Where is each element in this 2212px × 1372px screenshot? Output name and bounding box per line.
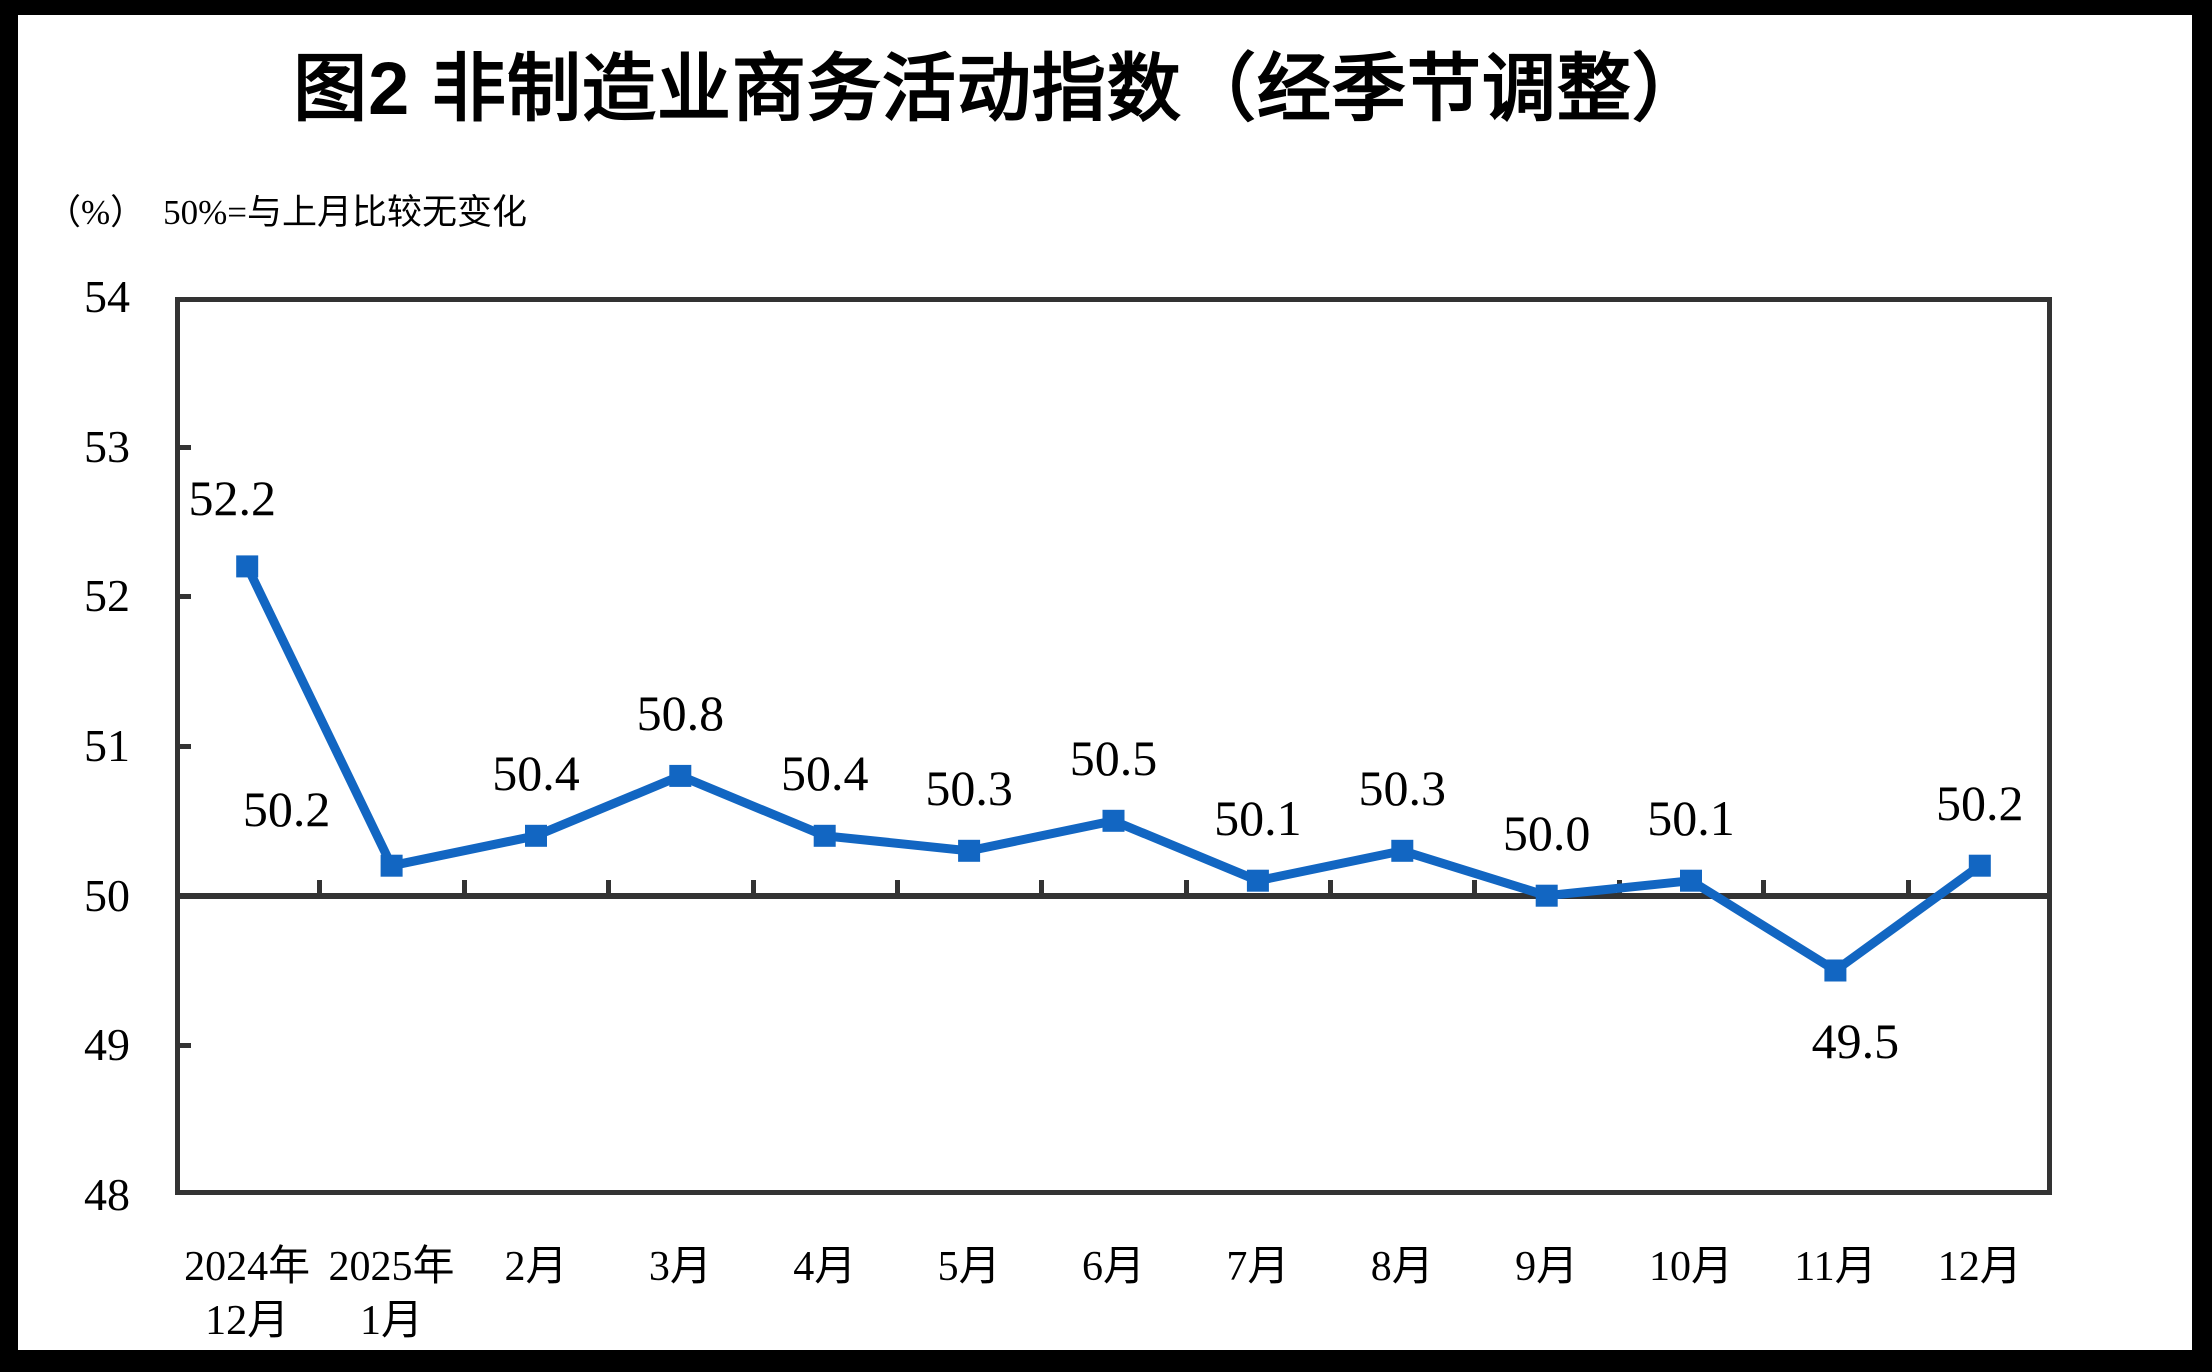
data-label: 50.1 [1214,789,1302,846]
x-category-label-line: 12月 [205,1298,290,1344]
y-tick [175,1043,191,1049]
y-tick-label: 52 [84,570,130,622]
x-category-label: 5月 [839,1240,1099,1294]
data-marker [1824,959,1847,982]
data-marker [813,824,836,847]
figure-panel [18,15,2192,1350]
data-marker [669,764,692,787]
data-label: 50.3 [1358,759,1447,816]
x-category-label-line: 1月 [360,1298,424,1344]
x-tick [894,880,900,895]
y-tick-label: 48 [84,1169,130,1220]
data-label: 50.4 [492,744,580,801]
x-tick [1761,880,1767,895]
x-tick [606,880,612,895]
data-marker [380,854,403,877]
data-marker [1968,854,1991,877]
x-category-label: 7月 [1128,1240,1388,1294]
data-marker [525,824,547,847]
data-marker [236,555,259,578]
reference-line [175,892,2052,899]
x-tick [1039,880,1045,895]
data-marker [1680,869,1702,892]
x-tick [1905,880,1911,895]
data-label: 50.1 [1647,789,1735,846]
data-label: 50.2 [1936,774,2024,831]
x-tick [1328,880,1334,895]
data-marker [1246,869,1269,892]
data-label: 50.4 [780,744,869,801]
data-label: 50.8 [636,684,725,741]
data-label: 50.0 [1502,804,1591,861]
data-label: 50.3 [925,759,1013,816]
data-label: 50.2 [242,780,331,837]
x-category-label-line: 2025年 [328,1244,455,1290]
data-label: 49.5 [1811,1012,1900,1069]
x-category-label: 12月 [1850,1240,2110,1294]
y-tick [175,444,191,450]
x-category-label: 10月 [1561,1240,1821,1294]
x-tick [461,880,467,895]
x-category-label: 4月 [695,1240,955,1294]
y-tick-label: 54 [84,271,130,322]
y-tick-label: 53 [84,420,130,472]
x-category-label: 8月 [1272,1240,1532,1294]
x-category-label-line: 2月 [504,1244,568,1290]
data-marker [1102,809,1125,832]
y-tick-label: 50 [84,869,130,921]
x-category-label-line: 6月 [1081,1244,1145,1290]
x-category-label-line: 4月 [793,1244,857,1290]
reference-note: 50%=与上月比较无变化 [163,193,528,232]
axis-unit-note: （%） 50%=与上月比较无变化 [46,192,527,234]
x-category-label: 11月 [1705,1240,1965,1294]
data-label: 52.2 [188,470,276,527]
data-marker [958,839,981,862]
x-category-label-line: 7月 [1226,1244,1290,1290]
y-tick [175,744,191,749]
x-tick [1472,880,1478,895]
x-category-label-line: 9月 [1515,1244,1579,1290]
x-category-label: 6月 [984,1240,1244,1294]
x-category-label-line: 12月 [1937,1244,2022,1290]
x-category-label: 2025年 1月 [262,1240,522,1348]
x-category-label: 3月 [550,1240,810,1294]
x-category-label: 2月 [406,1240,666,1294]
y-tick-label: 51 [84,720,130,771]
x-category-label-line: 11月 [1794,1244,1877,1290]
x-tick [750,880,756,895]
x-category-label-line: 5月 [937,1244,1001,1290]
data-marker [1535,884,1558,907]
chart-title: 图2 非制造业商务活动指数（经季节调整） [293,47,1707,130]
x-category-label: 2024年 12月 [117,1240,377,1348]
x-category-label-line: 3月 [648,1244,712,1290]
x-category-label-line: 8月 [1370,1244,1434,1290]
y-tick [175,594,191,600]
x-tick [317,880,323,895]
x-category-label-line: 2024年 [184,1244,311,1290]
data-marker [1391,839,1414,862]
x-category-label-line: 10月 [1649,1244,1734,1290]
x-category-label: 9月 [1417,1240,1677,1294]
y-tick-label: 49 [84,1019,130,1071]
unit-label: （%） [46,193,146,232]
data-label: 50.5 [1069,729,1158,786]
x-tick [1183,880,1189,895]
